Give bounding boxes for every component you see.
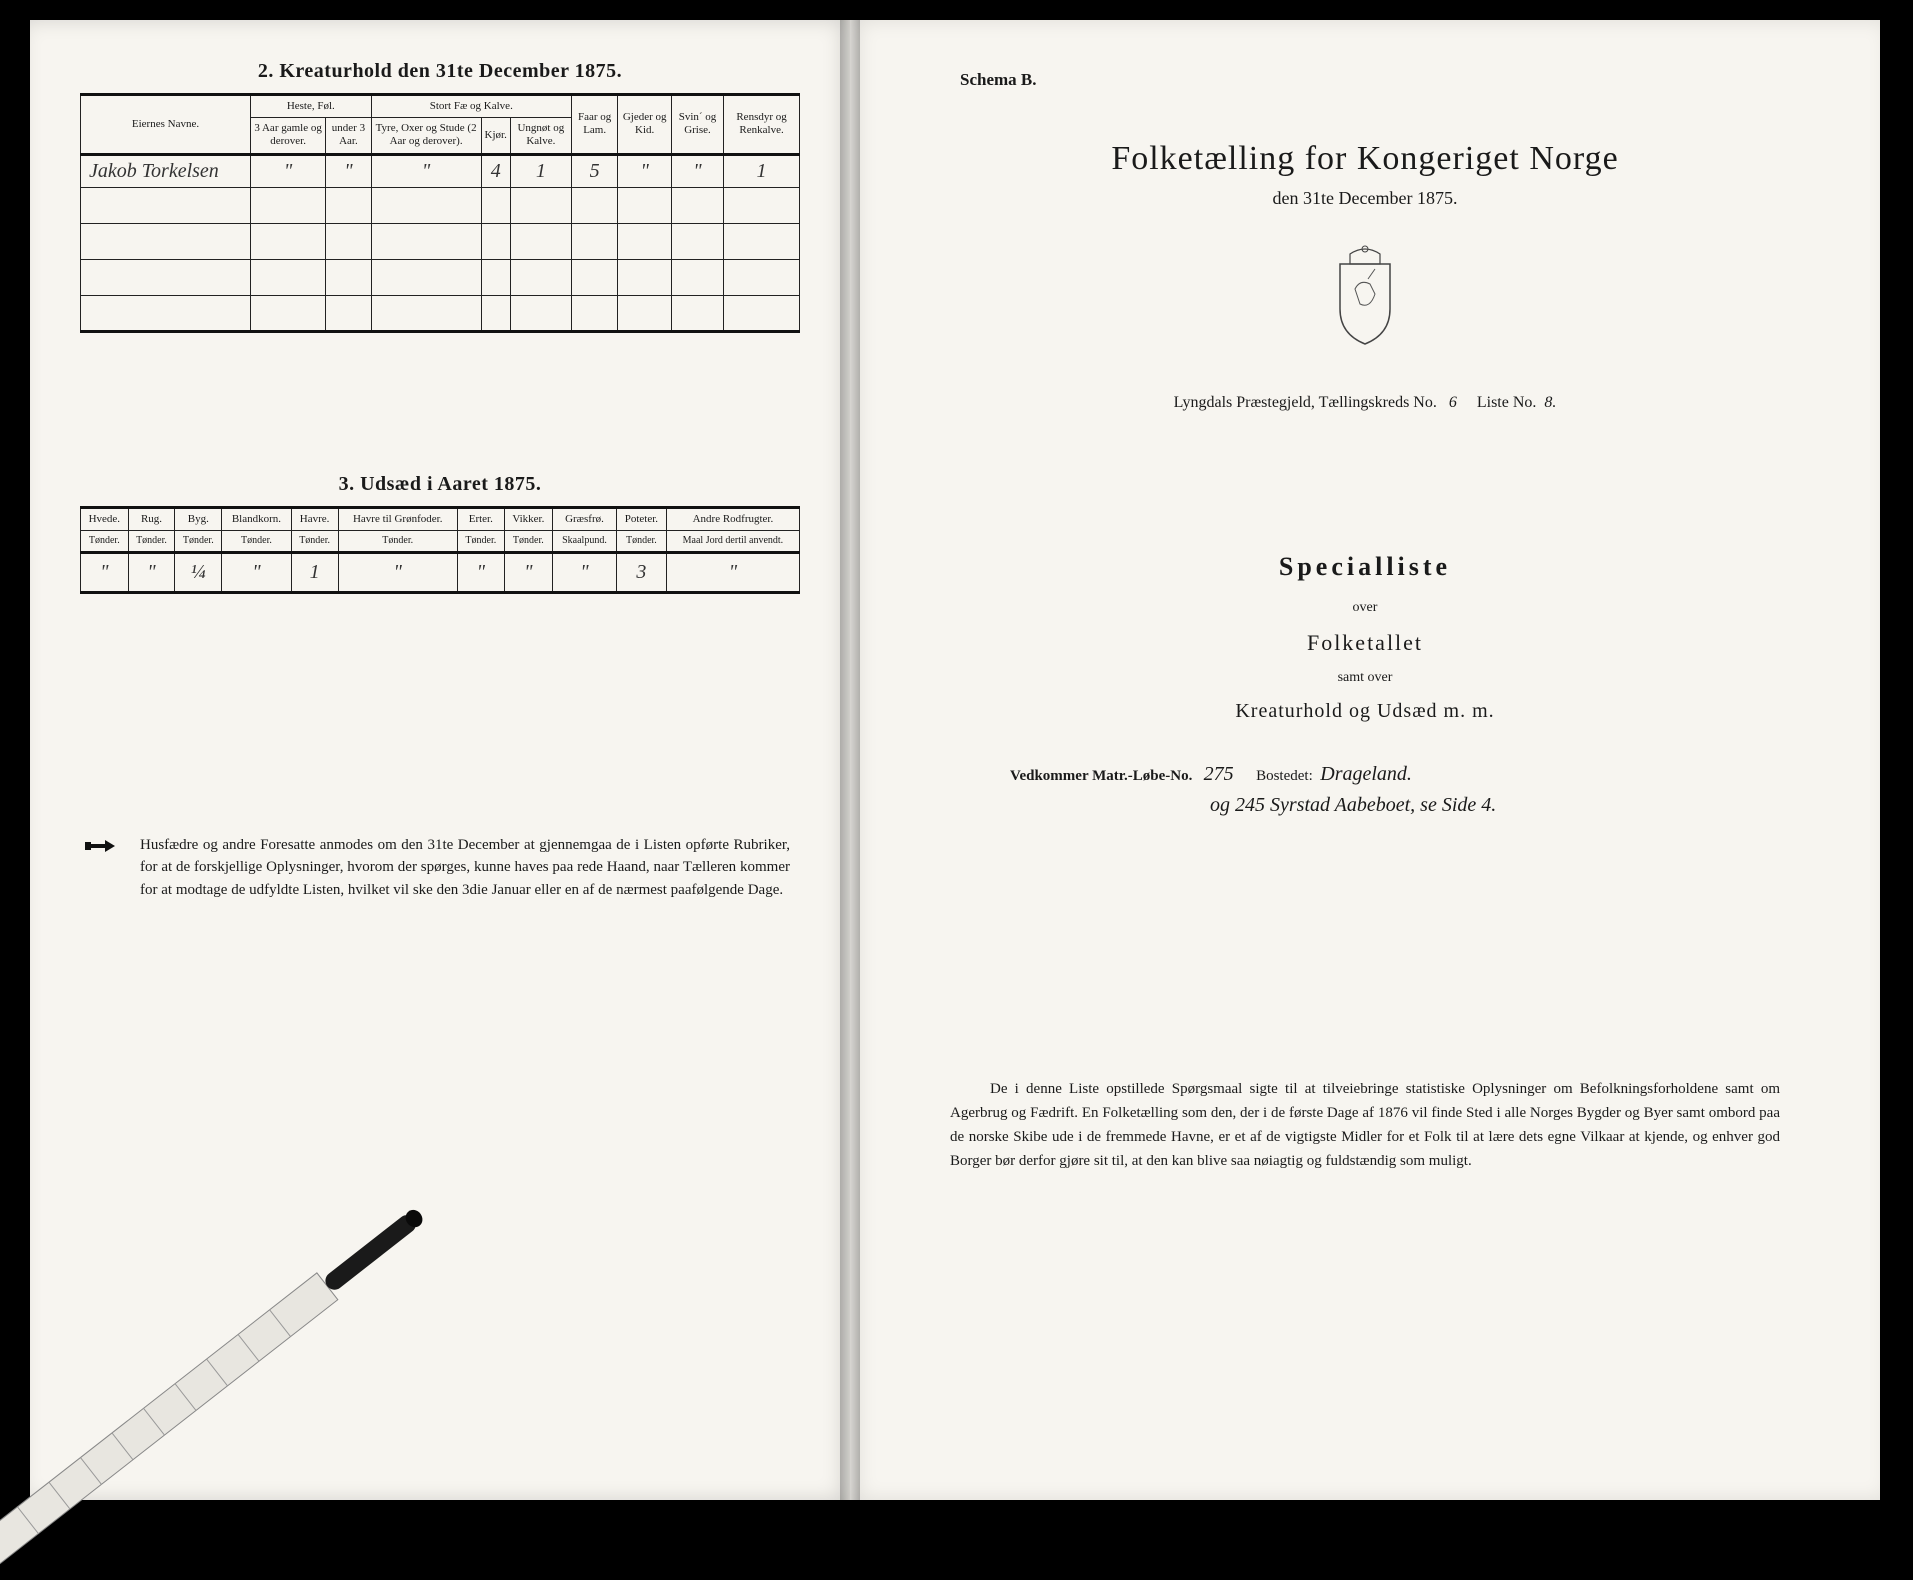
t3-col-head: Hvede. bbox=[81, 507, 129, 530]
col-group-stort: Stort Fæ og Kalve. bbox=[371, 95, 571, 118]
liste-no: 8. bbox=[1544, 394, 1556, 411]
cell-svin: " bbox=[671, 154, 723, 187]
footnote-text: Husfædre og andre Foresatte anmodes om d… bbox=[140, 837, 790, 898]
cell-gjeder: " bbox=[618, 154, 671, 187]
t3-col-head: Vikker. bbox=[504, 507, 552, 530]
vedkommer-line: Vedkommer Matr.-Løbe-No. 275 Bostedet: D… bbox=[950, 763, 1780, 786]
t3-cell: " bbox=[81, 552, 129, 592]
t3-col-head: Rug. bbox=[128, 507, 175, 530]
bostedet-value: Drageland. bbox=[1320, 763, 1412, 785]
schema-label: Schema B. bbox=[960, 70, 1780, 90]
main-title: Folketælling for Kongeriget Norge bbox=[950, 140, 1780, 178]
samt-label: samt over bbox=[950, 670, 1780, 686]
t3-cell: 3 bbox=[616, 552, 666, 592]
folketallet-label: Folketallet bbox=[950, 630, 1780, 656]
district-line: Lyngdals Præstegjeld, Tællingskreds No. … bbox=[950, 394, 1780, 412]
t3-cell: " bbox=[666, 552, 799, 592]
col-h2: under 3 Aar. bbox=[326, 118, 371, 154]
t3-col-head: Poteter. bbox=[616, 507, 666, 530]
t3-col-head: Græsfrø. bbox=[552, 507, 616, 530]
district-no: 6 bbox=[1449, 394, 1457, 411]
col-group-heste: Heste, Føl. bbox=[251, 95, 372, 118]
section-3: 3. Udsæd i Aaret 1875. Hvede.Rug.Byg.Bla… bbox=[80, 473, 800, 594]
table-row bbox=[81, 295, 800, 331]
cell-h2: " bbox=[326, 154, 371, 187]
section2-title: 2. Kreaturhold den 31te December 1875. bbox=[80, 60, 800, 83]
t3-col-unit: Tønder. bbox=[222, 530, 292, 552]
bottom-paragraph: De i denne Liste opstillede Spørgsmaal s… bbox=[950, 1077, 1780, 1173]
cell-s2: 4 bbox=[481, 154, 510, 187]
vedkommer-no: 275 bbox=[1204, 763, 1234, 785]
cell-h1: " bbox=[251, 154, 326, 187]
t3-col-head: Havre til Grønfoder. bbox=[338, 507, 457, 530]
t3-cell: ¼ bbox=[175, 552, 222, 592]
t3-cell: 1 bbox=[291, 552, 338, 592]
t3-col-unit: Tønder. bbox=[81, 530, 129, 552]
t3-col-head: Byg. bbox=[175, 507, 222, 530]
table-row bbox=[81, 259, 800, 295]
vedkommer-label: Vedkommer Matr.-Løbe-No. bbox=[1010, 768, 1192, 784]
col-h1: 3 Aar gamle og derover. bbox=[251, 118, 326, 154]
coat-of-arms-icon bbox=[950, 239, 1780, 354]
specialliste-title: Specialliste bbox=[950, 552, 1780, 582]
t3-col-unit: Skaalpund. bbox=[552, 530, 616, 552]
sowing-table: Hvede.Rug.Byg.Blandkorn.Havre.Havre til … bbox=[80, 506, 800, 594]
col-s2: Kjør. bbox=[481, 118, 510, 154]
t3-col-unit: Tønder. bbox=[128, 530, 175, 552]
right-page: Schema B. Folketælling for Kongeriget No… bbox=[850, 20, 1880, 1500]
table-row bbox=[81, 187, 800, 223]
t3-col-unit: Tønder. bbox=[504, 530, 552, 552]
t3-cell: " bbox=[457, 552, 504, 592]
t3-col-head: Erter. bbox=[457, 507, 504, 530]
t3-col-head: Havre. bbox=[291, 507, 338, 530]
sub-date: den 31te December 1875. bbox=[950, 188, 1780, 209]
t3-cell: " bbox=[504, 552, 552, 592]
table-row bbox=[81, 223, 800, 259]
left-page: 2. Kreaturhold den 31te December 1875. E… bbox=[30, 20, 850, 1500]
t3-col-unit: Tønder. bbox=[616, 530, 666, 552]
liste-label: Liste No. bbox=[1477, 394, 1537, 411]
t3-cell: " bbox=[552, 552, 616, 592]
cell-s3: 1 bbox=[510, 154, 571, 187]
col-faar: Faar og Lam. bbox=[571, 95, 618, 155]
col-s3: Ungnøt og Kalve. bbox=[510, 118, 571, 154]
vedkommer-line2: og 245 Syrstad Aabeboet, se Side 4. bbox=[950, 794, 1780, 817]
t3-col-unit: Tønder. bbox=[291, 530, 338, 552]
owner-name: Jakob Torkelsen bbox=[81, 154, 251, 187]
pointing-hand-icon bbox=[85, 836, 127, 856]
cell-ren: 1 bbox=[724, 154, 800, 187]
section-2: 2. Kreaturhold den 31te December 1875. E… bbox=[80, 60, 800, 333]
instruction-footnote: Husfædre og andre Foresatte anmodes om d… bbox=[140, 834, 790, 902]
col-rensdyr: Rensdyr og Renkalve. bbox=[724, 95, 800, 155]
livestock-table: Eiernes Navne. Heste, Føl. Stort Fæ og K… bbox=[80, 93, 800, 333]
section3-title: 3. Udsæd i Aaret 1875. bbox=[80, 473, 800, 496]
col-s1: Tyre, Oxer og Stude (2 Aar og derover). bbox=[371, 118, 481, 154]
col-gjeder: Gjeder og Kid. bbox=[618, 95, 671, 155]
t3-col-unit: Tønder. bbox=[175, 530, 222, 552]
t3-cell: " bbox=[128, 552, 175, 592]
cell-s1: " bbox=[371, 154, 481, 187]
t3-col-head: Andre Rodfrugter. bbox=[666, 507, 799, 530]
t3-col-unit: Maal Jord dertil anvendt. bbox=[666, 530, 799, 552]
over-label: over bbox=[950, 600, 1780, 616]
t3-col-unit: Tønder. bbox=[457, 530, 504, 552]
bostedet-label: Bostedet: bbox=[1256, 768, 1313, 784]
col-svin: Svin´ og Grise. bbox=[671, 95, 723, 155]
col-owner: Eiernes Navne. bbox=[81, 95, 251, 155]
t3-cell: " bbox=[338, 552, 457, 592]
district-prefix: Lyngdals Præstegjeld, Tællingskreds No. bbox=[1174, 394, 1437, 411]
t3-col-unit: Tønder. bbox=[338, 530, 457, 552]
t3-col-head: Blandkorn. bbox=[222, 507, 292, 530]
cell-faar: 5 bbox=[571, 154, 618, 187]
book-spine bbox=[840, 20, 860, 1500]
t3-cell: " bbox=[222, 552, 292, 592]
kreatur-label: Kreaturhold og Udsæd m. m. bbox=[950, 700, 1780, 723]
book-spread: 2. Kreaturhold den 31te December 1875. E… bbox=[0, 0, 1913, 1536]
